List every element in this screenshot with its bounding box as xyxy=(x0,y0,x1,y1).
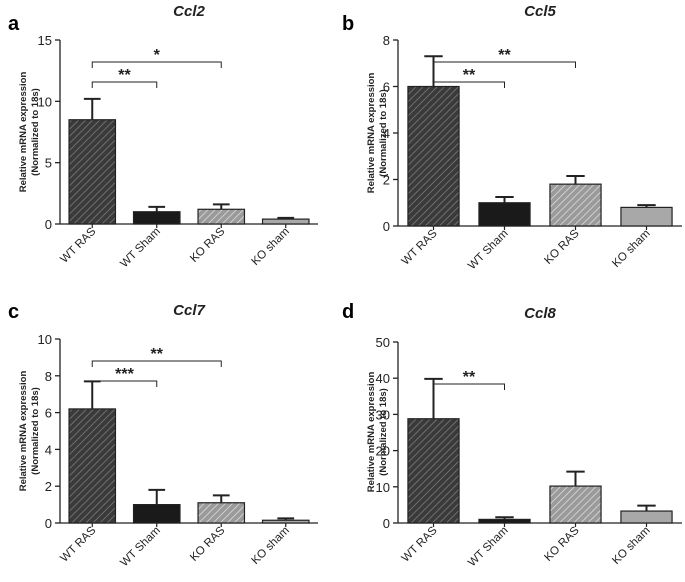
bar-ko-ras xyxy=(197,502,246,524)
significance-bracket xyxy=(433,383,505,390)
bar-ko-ras xyxy=(549,485,602,524)
bar-wt-sham xyxy=(132,211,181,225)
y-tick-label: 0 xyxy=(383,219,390,234)
y-tick-label: 40 xyxy=(376,371,390,386)
significance-label: ** xyxy=(118,67,131,84)
y-axis-label-line2: (Normalized to 18s) xyxy=(30,387,41,475)
bar-wt-sham xyxy=(478,202,531,227)
significance-label: * xyxy=(154,47,161,64)
significance-bracket xyxy=(91,61,222,68)
significance-bracket xyxy=(91,81,158,88)
bar-wt-sham xyxy=(132,504,181,524)
x-tick-label: KO RAS xyxy=(188,524,227,563)
y-tick-label: 6 xyxy=(45,406,52,421)
chart-title: Ccl2 xyxy=(173,3,205,20)
y-tick-label: 6 xyxy=(383,80,390,95)
panel-letter-d: d xyxy=(342,301,354,323)
x-tick-label: WT Sham xyxy=(118,226,162,270)
x-tick-label: WT Sham xyxy=(466,228,510,272)
x-tick-label: KO RAS xyxy=(188,225,227,264)
chart-panel-a: a Ccl2 Relative mRNA expression(Normalize… xyxy=(8,3,318,270)
significance-label: ** xyxy=(463,67,476,84)
x-tick-label: WT RAS xyxy=(58,524,98,564)
panel-letter-c: c xyxy=(8,301,19,323)
y-tick-label: 2 xyxy=(383,173,390,188)
y-tick-label: 8 xyxy=(45,369,52,384)
bar-ko-sham xyxy=(261,218,310,225)
bar-wt-ras xyxy=(68,119,117,225)
y-axis-label-line2: (Normalized to 18s) xyxy=(378,388,389,476)
y-axis-label-line1: Relative mRNA expression xyxy=(366,73,377,194)
y-tick-label: 50 xyxy=(376,335,390,350)
significance-bracket xyxy=(433,61,576,68)
x-tick-label: KO sham xyxy=(249,226,291,268)
chart-panel-d: d Ccl8 Relative mRNA expression(Normalize… xyxy=(342,301,682,569)
x-tick-label: KO RAS xyxy=(542,227,581,266)
chart-title: Ccl7 xyxy=(173,302,205,319)
x-tick-label: WT Sham xyxy=(118,525,162,569)
y-axis-label-line2: (Normalized to 18s) xyxy=(30,88,41,176)
y-tick-label: 4 xyxy=(383,126,390,141)
bar-ko-ras xyxy=(549,183,602,227)
y-tick-label: 15 xyxy=(38,33,52,48)
bar-ko-sham xyxy=(620,510,673,524)
y-axis-label-line2: (Normalized to 18s) xyxy=(378,89,389,177)
y-tick-label: 30 xyxy=(376,407,390,422)
y-axis-label-line1: Relative mRNA expression xyxy=(18,72,29,193)
chart-title: Ccl5 xyxy=(524,3,556,20)
chart-panel-c: c Ccl7 Relative mRNA expression(Normalize… xyxy=(8,301,318,569)
x-tick-label: KO sham xyxy=(249,525,291,567)
bar-ko-sham xyxy=(261,519,310,524)
panel-letter-a: a xyxy=(8,13,20,35)
y-tick-label: 8 xyxy=(383,33,390,48)
x-tick-label: WT RAS xyxy=(58,225,98,265)
x-tick-label: WT RAS xyxy=(400,524,440,564)
y-tick-label: 10 xyxy=(376,480,390,495)
bar-wt-ras xyxy=(407,418,460,524)
y-tick-label: 0 xyxy=(383,516,390,531)
chart-title: Ccl8 xyxy=(524,305,556,322)
chart-panel-b: b Ccl5 Relative mRNA expression(Normalize… xyxy=(342,3,682,272)
y-tick-label: 5 xyxy=(45,156,52,171)
y-axis-label-line1: Relative mRNA expression xyxy=(18,371,29,492)
panel-letter-b: b xyxy=(342,13,354,35)
x-tick-label: KO sham xyxy=(610,525,652,567)
bar-wt-ras xyxy=(407,85,460,227)
y-axis-label: Relative mRNA expression(Normalized to 1… xyxy=(366,73,389,194)
significance-label: ** xyxy=(463,369,476,386)
significance-label: ** xyxy=(498,47,511,64)
y-axis-label: Relative mRNA expression(Normalized to 1… xyxy=(18,371,41,492)
y-axis-label: Relative mRNA expression(Normalized to 1… xyxy=(366,372,389,493)
bar-wt-sham xyxy=(478,518,531,524)
y-tick-label: 2 xyxy=(45,479,52,494)
bar-ko-sham xyxy=(620,206,673,227)
y-tick-label: 10 xyxy=(38,94,52,109)
x-tick-label: KO sham xyxy=(610,228,652,270)
significance-label: *** xyxy=(115,366,134,383)
bar-ko-ras xyxy=(197,208,246,225)
x-tick-label: WT RAS xyxy=(400,227,440,267)
x-tick-label: KO RAS xyxy=(542,524,581,563)
y-axis-label-line1: Relative mRNA expression xyxy=(366,372,377,493)
y-tick-label: 10 xyxy=(38,332,52,347)
y-tick-label: 20 xyxy=(376,444,390,459)
significance-bracket xyxy=(433,81,505,88)
y-tick-label: 4 xyxy=(45,442,52,457)
x-tick-label: WT Sham xyxy=(466,525,510,569)
y-axis-label: Relative mRNA expression(Normalized to 1… xyxy=(18,72,41,193)
y-tick-label: 0 xyxy=(45,516,52,531)
bar-wt-ras xyxy=(68,408,117,524)
significance-label: ** xyxy=(151,346,164,363)
y-tick-label: 0 xyxy=(45,217,52,232)
significance-bracket xyxy=(91,380,158,387)
significance-bracket xyxy=(91,360,222,367)
